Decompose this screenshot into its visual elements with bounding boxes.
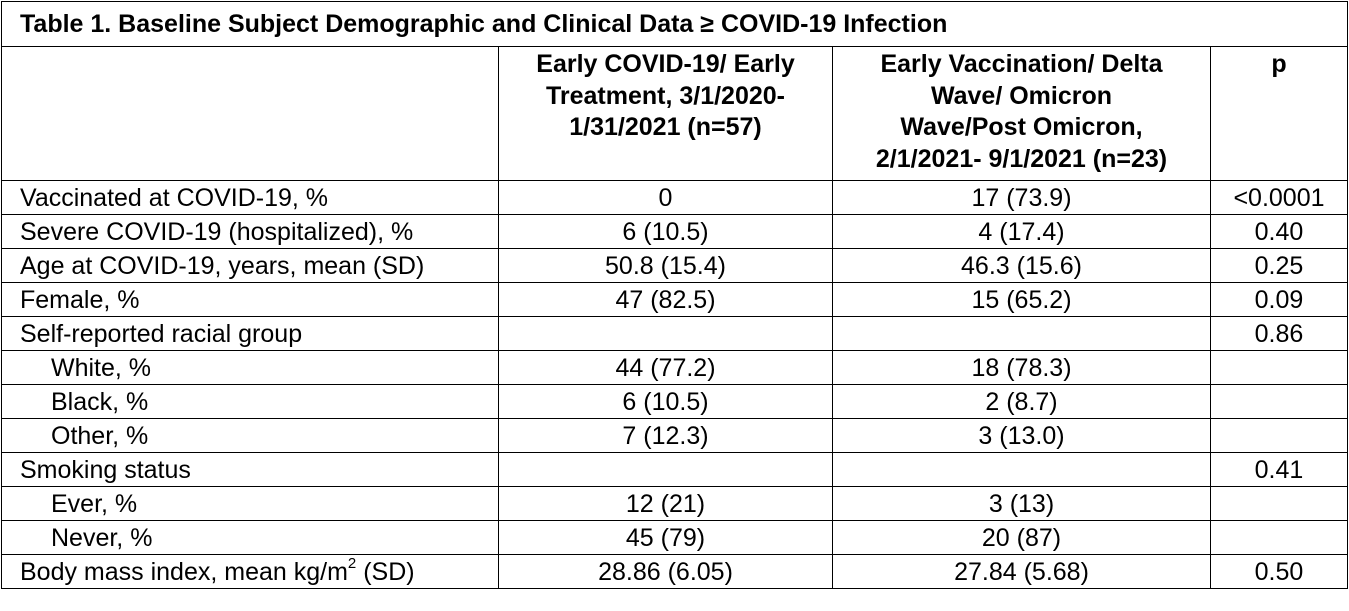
row-label: Ever, % bbox=[1, 486, 499, 521]
cell-early: 47 (82.5) bbox=[498, 282, 833, 317]
table-row: Never, % 45 (79) 20 (87) bbox=[1, 520, 1348, 555]
cell-p: <0.0001 bbox=[1210, 180, 1348, 215]
cell-late: 18 (78.3) bbox=[832, 350, 1211, 385]
cell-p: 0.41 bbox=[1210, 452, 1348, 487]
cell-early: 6 (10.5) bbox=[498, 214, 833, 249]
cell-p: 0.86 bbox=[1210, 316, 1348, 351]
row-label: Smoking status bbox=[1, 452, 499, 487]
cell-p bbox=[1210, 520, 1348, 555]
cell-late bbox=[832, 452, 1211, 487]
header-early-vaccination: Early Vaccination/ Delta Wave/ Omicron W… bbox=[832, 46, 1211, 181]
header-p-value: p bbox=[1210, 46, 1348, 181]
cell-late: 46.3 (15.6) bbox=[832, 248, 1211, 283]
cell-late: 20 (87) bbox=[832, 520, 1211, 555]
cell-late: 17 (73.9) bbox=[832, 180, 1211, 215]
header-row: Early COVID-19/ Early Treatment, 3/1/202… bbox=[1, 46, 1348, 181]
row-label: Self-reported racial group bbox=[1, 316, 499, 351]
title-row: Table 1. Baseline Subject Demographic an… bbox=[1, 1, 1348, 47]
header-blank bbox=[1, 46, 499, 181]
cell-p bbox=[1210, 384, 1348, 419]
cell-early: 28.86 (6.05) bbox=[498, 554, 833, 589]
table-row: Black, % 6 (10.5) 2 (8.7) bbox=[1, 384, 1348, 419]
table-row: Self-reported racial group 0.86 bbox=[1, 316, 1348, 351]
table-row: Vaccinated at COVID-19, % 0 17 (73.9) <0… bbox=[1, 180, 1348, 215]
row-label: Black, % bbox=[1, 384, 499, 419]
row-label: Never, % bbox=[1, 520, 499, 555]
bmi-label-superscript: 2 bbox=[347, 555, 357, 573]
cell-early bbox=[498, 316, 833, 351]
row-label: White, % bbox=[1, 350, 499, 385]
cell-early: 0 bbox=[498, 180, 833, 215]
table-row: White, % 44 (77.2) 18 (78.3) bbox=[1, 350, 1348, 385]
row-label: Other, % bbox=[1, 418, 499, 453]
row-label: Vaccinated at COVID-19, % bbox=[1, 180, 499, 215]
cell-p: 0.40 bbox=[1210, 214, 1348, 249]
cell-early bbox=[498, 452, 833, 487]
table-row: Ever, % 12 (21) 3 (13) bbox=[1, 486, 1348, 521]
cell-p: 0.09 bbox=[1210, 282, 1348, 317]
cell-late: 3 (13.0) bbox=[832, 418, 1211, 453]
cell-early: 6 (10.5) bbox=[498, 384, 833, 419]
cell-early: 7 (12.3) bbox=[498, 418, 833, 453]
cell-p: 0.50 bbox=[1210, 554, 1348, 589]
cell-early: 44 (77.2) bbox=[498, 350, 833, 385]
table-row: Female, % 47 (82.5) 15 (65.2) 0.09 bbox=[1, 282, 1348, 317]
cell-p: 0.25 bbox=[1210, 248, 1348, 283]
table-row: Smoking status 0.41 bbox=[1, 452, 1348, 487]
table-title: Table 1. Baseline Subject Demographic an… bbox=[1, 1, 1348, 47]
cell-late bbox=[832, 316, 1211, 351]
cell-early: 45 (79) bbox=[498, 520, 833, 555]
cell-late: 27.84 (5.68) bbox=[832, 554, 1211, 589]
bmi-label-text: Body mass index, mean kg/m bbox=[20, 557, 348, 586]
row-label: Severe COVID-19 (hospitalized), % bbox=[1, 214, 499, 249]
cell-p bbox=[1210, 418, 1348, 453]
cell-p bbox=[1210, 350, 1348, 385]
cell-late: 15 (65.2) bbox=[832, 282, 1211, 317]
cell-p bbox=[1210, 486, 1348, 521]
cell-early: 50.8 (15.4) bbox=[498, 248, 833, 283]
baseline-data-table: Table 1. Baseline Subject Demographic an… bbox=[1, 1, 1348, 589]
header-early-covid: Early COVID-19/ Early Treatment, 3/1/202… bbox=[498, 46, 833, 181]
table-row: Other, % 7 (12.3) 3 (13.0) bbox=[1, 418, 1348, 453]
cell-late: 4 (17.4) bbox=[832, 214, 1211, 249]
table-row: Severe COVID-19 (hospitalized), % 6 (10.… bbox=[1, 214, 1348, 249]
bmi-label-suffix: (SD) bbox=[356, 557, 415, 586]
cell-late: 2 (8.7) bbox=[832, 384, 1211, 419]
row-label: Female, % bbox=[1, 282, 499, 317]
row-label: Age at COVID-19, years, mean (SD) bbox=[1, 248, 499, 283]
table-row: Age at COVID-19, years, mean (SD) 50.8 (… bbox=[1, 248, 1348, 283]
cell-early: 12 (21) bbox=[498, 486, 833, 521]
table-row: Body mass index, mean kg/m2 (SD) 28.86 (… bbox=[1, 554, 1348, 589]
cell-late: 3 (13) bbox=[832, 486, 1211, 521]
row-label: Body mass index, mean kg/m2 (SD) bbox=[1, 554, 499, 589]
